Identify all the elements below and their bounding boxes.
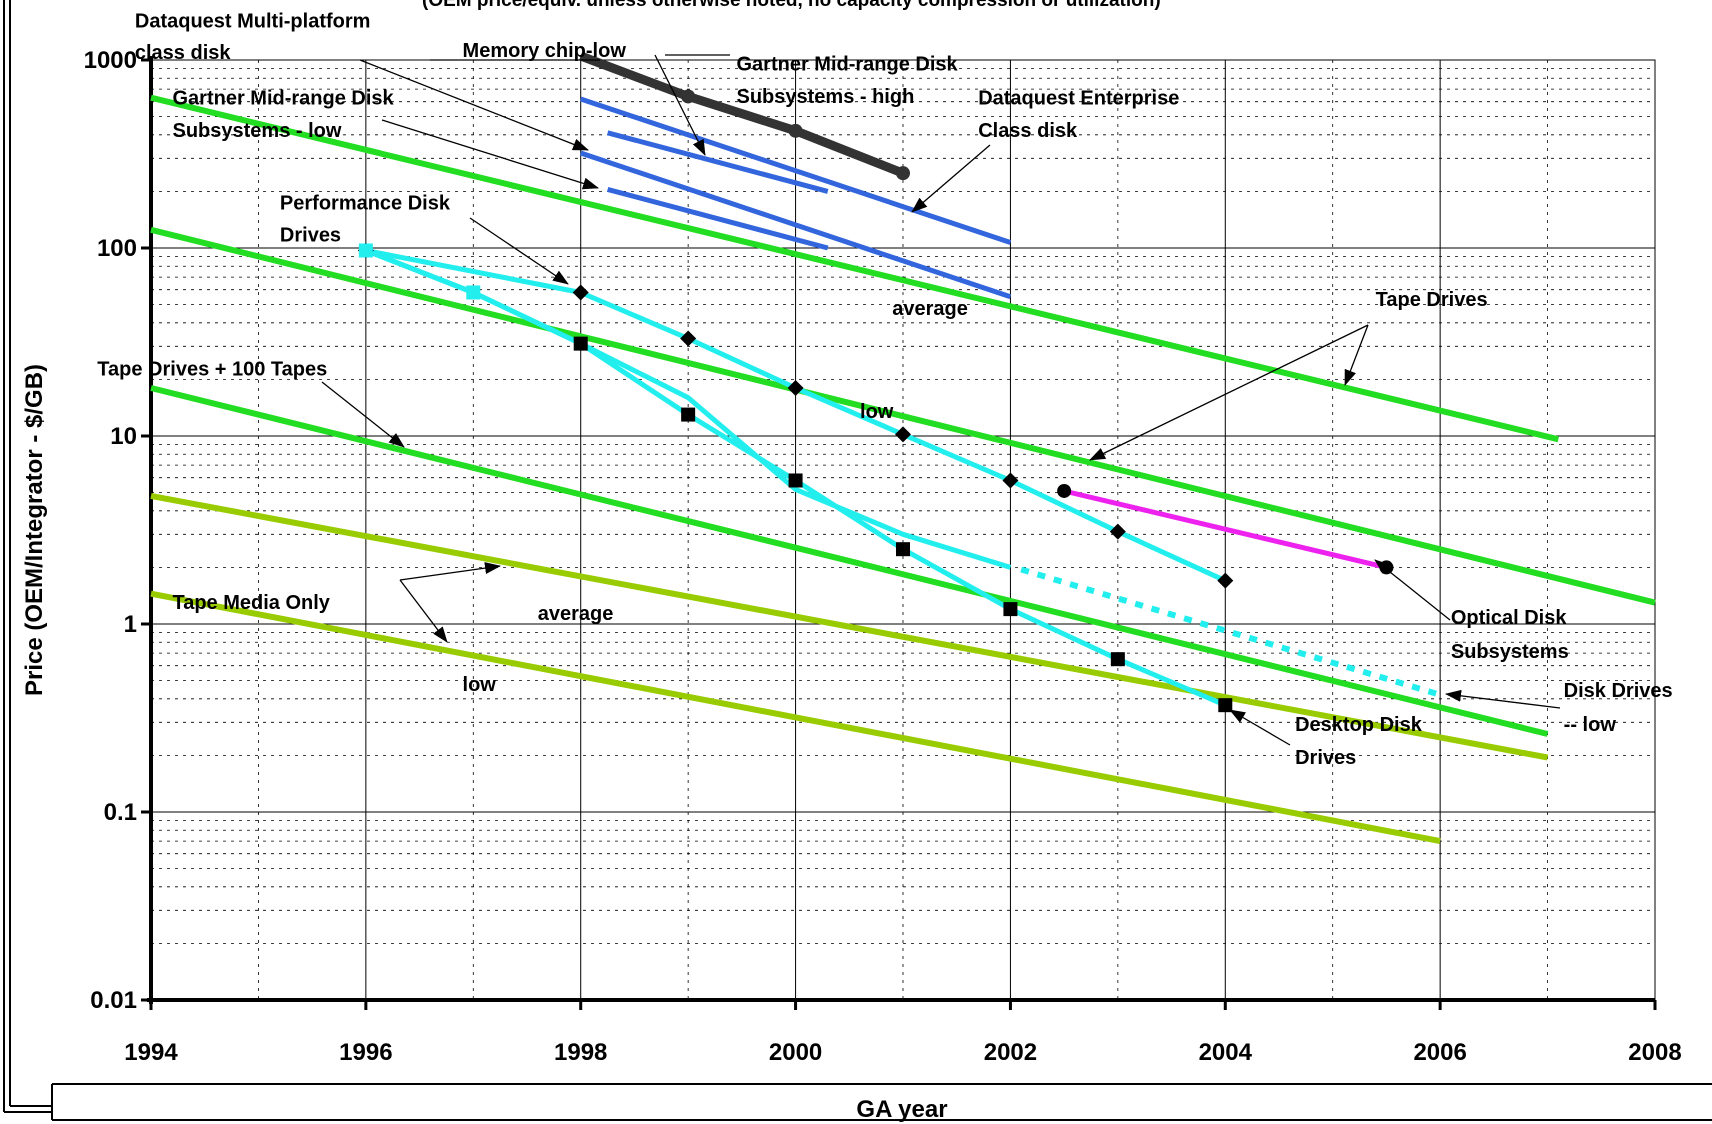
series-10-point-4 <box>895 426 911 443</box>
series-11-point-3 <box>681 407 696 422</box>
series-line-14 <box>1063 488 1387 570</box>
annotation-label-9: Performance Disk <box>280 193 451 215</box>
annotation-label-6: Class disk <box>978 120 1078 142</box>
series-line-6 <box>150 226 1656 606</box>
x-tick-label: 2000 <box>769 1039 822 1066</box>
x-tick-labels: 1994 1996 1998 2000 2002 2004 2006 2008 <box>124 1039 1681 1066</box>
annotation-label-11: Tape Drives <box>1376 289 1488 311</box>
series-11-point-5 <box>896 542 910 557</box>
series-0-point-1 <box>681 89 696 104</box>
series-11-point-7 <box>1110 652 1125 667</box>
arrow-disk-low <box>1445 689 1561 709</box>
y-axis-label: Price (OEM/Integrator - $/GB) <box>21 364 48 696</box>
x-tick-label: 2008 <box>1628 1039 1681 1066</box>
y-tick-label: 0.01 <box>90 987 137 1014</box>
x-tick-label: 1996 <box>339 1039 392 1066</box>
annotation-label-4: Subsystems - high <box>736 86 914 108</box>
series-11-point-8 <box>1218 698 1233 713</box>
annotation-label-14: low <box>860 401 894 423</box>
annotation-arrows <box>321 54 1561 746</box>
annotation-label-12: average <box>892 298 968 320</box>
series-11-point-1 <box>466 285 481 300</box>
arrow-performance <box>469 217 569 285</box>
series-11-point-2 <box>573 336 588 351</box>
annotation-label-20: Disk Drives <box>1564 680 1673 702</box>
series-line-2 <box>606 130 829 194</box>
series-10-point-7 <box>1217 572 1234 589</box>
series-line-5 <box>150 94 1560 443</box>
annotation-label-5: Dataquest Enterprise <box>978 87 1179 109</box>
chart-frame <box>3 0 1712 1121</box>
series-0-point-3 <box>896 166 910 181</box>
arrow-tape-drives-1 <box>1089 324 1369 461</box>
axes <box>141 56 1657 1010</box>
x-tick-label: 1994 <box>124 1039 178 1066</box>
annotation-label-22: Desktop Disk <box>1295 714 1423 736</box>
series-11-point-0 <box>358 243 373 258</box>
y-tick-label: 10 <box>110 423 137 450</box>
annotation-label-7: Gartner Mid-range Disk <box>172 87 394 109</box>
arrow-tape-plus <box>321 381 405 448</box>
x-axis-label: GA year <box>856 1096 947 1123</box>
series-10-point-5 <box>1002 472 1019 489</box>
arrow-tape-drives-2 <box>1344 324 1369 386</box>
series-line-0 <box>579 51 905 178</box>
marker-layer <box>357 89 1394 713</box>
x-tick-label: 2002 <box>984 1039 1037 1066</box>
minor-grid <box>151 60 1655 1000</box>
annotation-label-2: Memory chip-low <box>463 40 627 62</box>
series-line-3 <box>579 150 1012 300</box>
annotation-label-23: Drives <box>1295 747 1356 769</box>
arrow-gartner-low <box>381 119 599 190</box>
arrow-media-low <box>399 579 448 643</box>
series-10-point-3 <box>787 380 804 397</box>
annotation-label-13: Tape Drives + 100 Tapes <box>97 358 327 380</box>
series-line-1 <box>579 96 1012 245</box>
series-line-13 <box>1020 566 1441 698</box>
y-tick-labels: 1000 100 10 1 0.1 0.01 <box>84 47 137 1014</box>
x-tick-label: 2006 <box>1413 1039 1466 1066</box>
series-14-point-0 <box>1057 483 1072 498</box>
annotation-label-15: Tape Media Only <box>172 592 330 614</box>
annotation-label-21: -- low <box>1564 714 1617 736</box>
series-line-10 <box>365 248 1227 583</box>
series-10-point-6 <box>1109 523 1126 540</box>
annotation-label-3: Gartner Mid-range Disk <box>736 53 958 75</box>
arrow-media-average <box>399 562 501 581</box>
arrow-optical <box>1374 559 1451 621</box>
series-11-point-4 <box>788 473 803 488</box>
arrow-gartner-high <box>654 54 706 156</box>
y-tick-label: 0.1 <box>104 799 137 826</box>
y-tick-label: 100 <box>97 235 137 262</box>
annotation-label-10: Drives <box>280 225 341 247</box>
series-11-point-6 <box>1003 602 1018 617</box>
series-layer <box>150 51 1656 845</box>
x-tick-label: 1998 <box>554 1039 607 1066</box>
annotation-label-18: Optical Disk <box>1451 607 1567 629</box>
annotation-label-1: class disk <box>135 42 232 64</box>
annotation-label-16: average <box>538 603 614 625</box>
chart-subtitle: (OEM price/equiv. unless otherwise noted… <box>422 0 1161 11</box>
series-line-8 <box>150 492 1549 761</box>
series-10-point-2 <box>680 330 697 347</box>
annotation-label-0: Dataquest Multi-platform <box>135 10 371 32</box>
series-0-point-2 <box>788 123 803 138</box>
x-tick-label: 2004 <box>1199 1039 1253 1066</box>
annotation-labels: Dataquest Multi-platform class disk Memory… <box>97 10 1672 769</box>
series-line-9 <box>150 590 1441 845</box>
annotation-label-19: Subsystems <box>1451 641 1569 663</box>
annotation-label-17: low <box>463 674 497 696</box>
y-tick-label: 1 <box>124 611 137 638</box>
y-tick-label: 1000 <box>84 47 137 74</box>
series-10-point-1 <box>572 284 589 301</box>
annotation-label-8: Subsystems - low <box>172 120 341 142</box>
arrow-desktop <box>1229 709 1291 746</box>
arrow-enterprise <box>911 144 991 213</box>
arrow-multiplatform <box>359 59 589 151</box>
series-line-7 <box>150 385 1549 737</box>
series-line-4 <box>606 186 829 251</box>
